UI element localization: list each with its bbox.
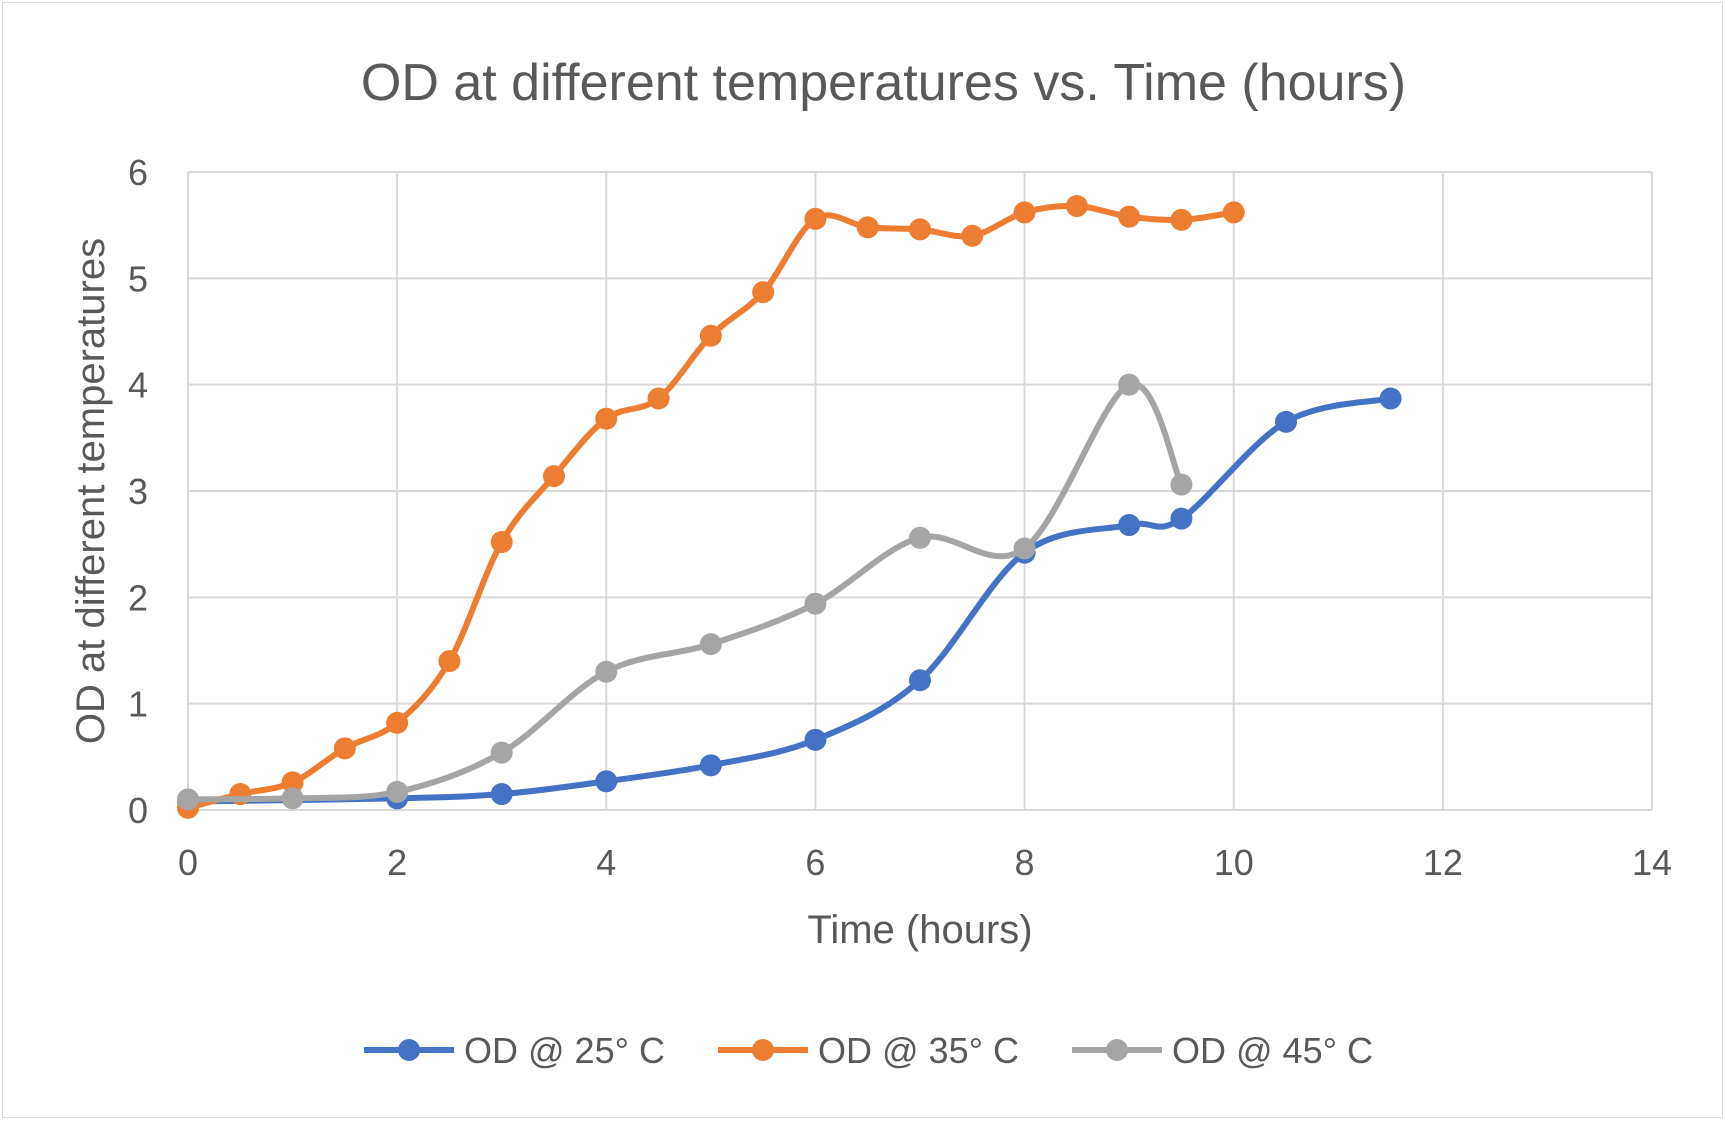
data-point-35c — [804, 207, 827, 230]
data-point-45c — [490, 741, 513, 764]
y-tick-label: 4 — [128, 365, 148, 406]
y-tick-label: 3 — [128, 471, 148, 512]
data-point-35c — [752, 281, 775, 304]
y-tick-label: 1 — [128, 684, 148, 725]
data-point-35c — [856, 216, 879, 239]
data-point-25c — [909, 669, 931, 692]
series-group — [177, 195, 1402, 819]
data-point-25c — [1170, 507, 1193, 530]
data-point-25c — [490, 783, 513, 806]
y-tick-label: 0 — [128, 790, 148, 831]
x-tick-label: 4 — [596, 842, 616, 883]
series-45c — [177, 373, 1193, 811]
data-point-35c — [961, 224, 984, 247]
legend-label: OD @ 25° C — [464, 1030, 665, 1071]
data-point-35c — [281, 771, 304, 794]
x-tick-label: 12 — [1423, 842, 1463, 883]
data-point-45c — [177, 788, 199, 811]
data-point-35c — [386, 711, 409, 734]
data-point-35c — [1170, 208, 1193, 231]
x-tick-label: 14 — [1632, 842, 1672, 883]
data-point-45c — [1118, 373, 1141, 396]
gridlines — [187, 171, 1653, 811]
legend-entry: OD @ 45° C — [1072, 1030, 1373, 1071]
data-point-45c — [281, 787, 304, 810]
data-point-45c — [595, 660, 618, 683]
data-point-25c — [1379, 387, 1402, 410]
data-point-35c — [1118, 205, 1141, 228]
data-point-35c — [333, 737, 356, 760]
y-axis-title: OD at different temperatures — [69, 238, 113, 744]
legend-marker — [752, 1039, 774, 1061]
x-tick-label: 0 — [178, 842, 198, 883]
data-point-35c — [1013, 201, 1036, 224]
data-point-45c — [699, 633, 722, 656]
data-point-45c — [804, 592, 827, 615]
y-tick-label: 5 — [128, 258, 148, 299]
x-tick-labels: 0 2 4 6 8 10 12 14 — [178, 842, 1672, 883]
series-line-45c — [185, 381, 1185, 803]
data-point-35c — [490, 531, 513, 554]
legend-marker — [398, 1039, 420, 1061]
data-point-35c — [543, 465, 565, 488]
data-point-35c — [595, 407, 618, 430]
data-point-25c — [1275, 410, 1297, 433]
data-point-35c — [1222, 201, 1245, 224]
legend-entry: OD @ 35° C — [718, 1030, 1019, 1071]
data-point-25c — [804, 728, 827, 751]
legend: OD @ 25° C OD @ 35° C OD @ 45° C — [364, 1030, 1373, 1071]
data-point-25c — [595, 770, 618, 793]
series-35c — [177, 195, 1245, 819]
data-point-45c — [1013, 537, 1036, 560]
legend-entry: OD @ 25° C — [364, 1030, 665, 1071]
data-point-25c — [699, 754, 722, 777]
x-tick-label: 6 — [805, 842, 825, 883]
legend-label: OD @ 35° C — [818, 1030, 1019, 1071]
legend-marker — [1106, 1039, 1128, 1061]
data-point-45c — [386, 780, 409, 803]
data-point-35c — [647, 387, 670, 410]
data-point-25c — [1118, 514, 1141, 537]
x-tick-label: 2 — [387, 842, 407, 883]
data-point-35c — [1065, 195, 1088, 218]
data-point-45c — [909, 526, 931, 549]
legend-label: OD @ 45° C — [1172, 1030, 1373, 1071]
y-tick-label: 2 — [128, 577, 148, 618]
chart-title: OD at different temperatures vs. Time (h… — [361, 54, 1406, 112]
y-tick-labels: 0 1 2 3 4 5 6 — [128, 152, 148, 831]
x-tick-label: 10 — [1214, 842, 1254, 883]
x-tick-label: 8 — [1015, 842, 1035, 883]
x-axis-title: Time (hours) — [807, 908, 1032, 952]
series-25c — [177, 387, 1402, 813]
data-point-35c — [699, 324, 722, 347]
series-line-35c — [185, 202, 1237, 811]
series-line-25c — [185, 395, 1394, 805]
data-point-35c — [438, 650, 461, 673]
y-tick-label: 6 — [128, 152, 148, 193]
data-point-45c — [1170, 473, 1193, 496]
data-point-35c — [909, 218, 931, 241]
